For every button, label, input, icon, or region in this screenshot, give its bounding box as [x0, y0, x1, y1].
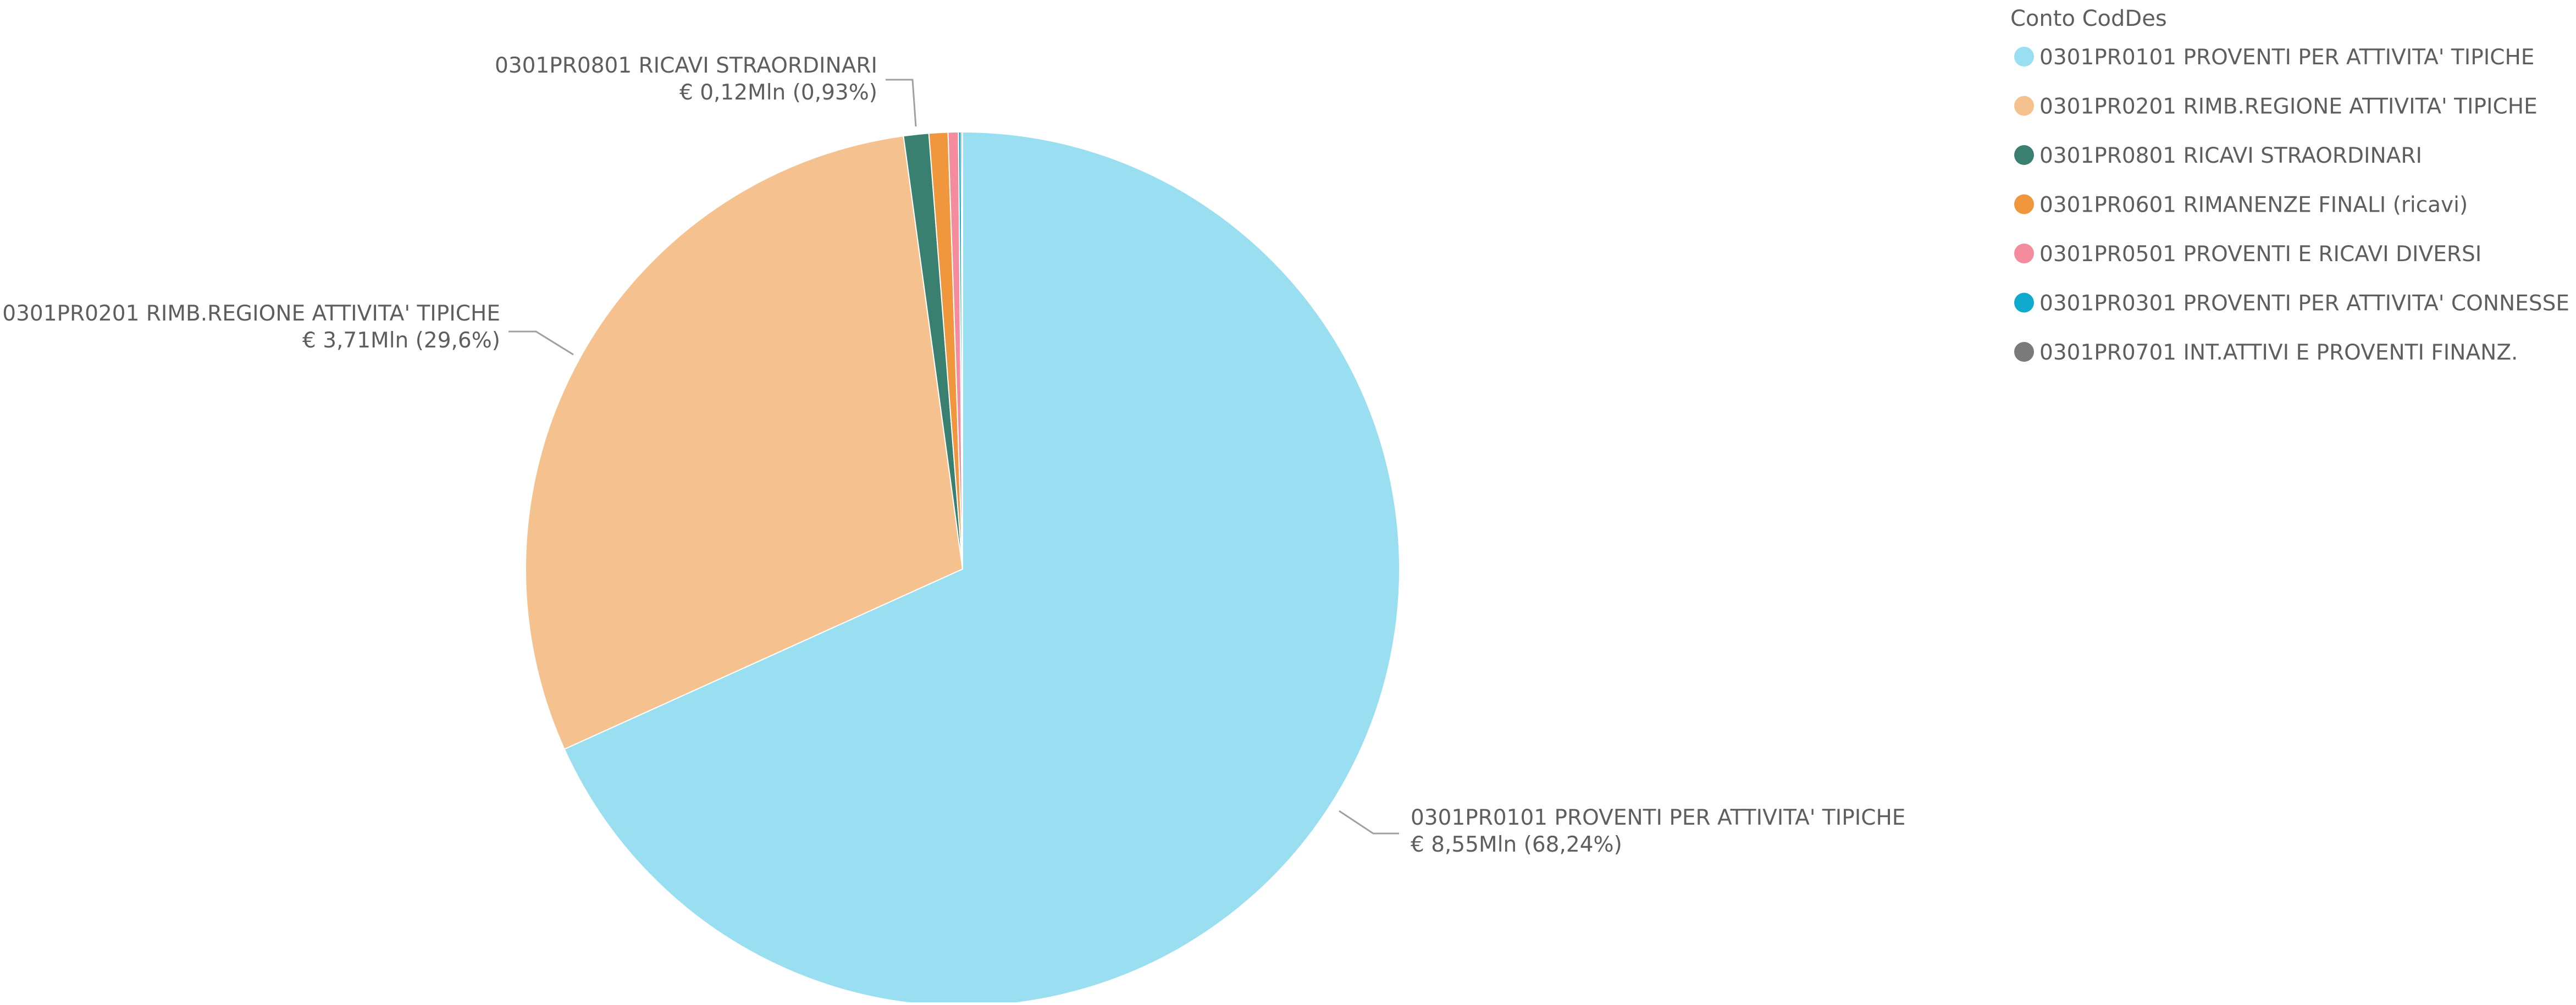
- data-label-category: 0301PR0201 RIMB.REGIONE ATTIVITA' TIPICH…: [2, 301, 500, 326]
- legend-item[interactable]: 0301PR0201 RIMB.REGIONE ATTIVITA' TIPICH…: [2014, 95, 2538, 119]
- legend-marker: [2014, 96, 2034, 116]
- pie-data-labels: 0301PR0101 PROVENTI PER ATTIVITA' TIPICH…: [2, 53, 1905, 857]
- data-label-value: € 0,12Mln (0,93%): [679, 80, 877, 105]
- data-label-category: 0301PR0101 PROVENTI PER ATTIVITA' TIPICH…: [1411, 805, 1905, 830]
- legend-label: 0301PR0301 PROVENTI PER ATTIVITA' CONNES…: [2039, 291, 2569, 316]
- legend-item[interactable]: 0301PR0101 PROVENTI PER ATTIVITA' TIPICH…: [2014, 45, 2534, 70]
- pie-slice-0301pr0701-int-attivi-e-proventi-finanz[interactable]: [960, 131, 963, 570]
- legend-marker: [2014, 145, 2034, 165]
- pie-slice-0301pr0201-rimb-regione-attivita-tipiche[interactable]: [525, 135, 964, 750]
- legend-label: 0301PR0701 INT.ATTIVI E PROVENTI FINANZ.: [2039, 340, 2518, 365]
- legend-title: Conto CodDes: [2010, 6, 2167, 31]
- legend: Conto CodDes 0301PR0101 PROVENTI PER ATT…: [2010, 6, 2569, 365]
- legend-marker: [2014, 292, 2034, 313]
- legend-label: 0301PR0501 PROVENTI E RICAVI DIVERSI: [2039, 242, 2481, 267]
- legend-item[interactable]: 0301PR0801 RICAVI STRAORDINARI: [2014, 143, 2422, 168]
- legend-label: 0301PR0101 PROVENTI PER ATTIVITA' TIPICH…: [2039, 45, 2534, 70]
- pie-slices: [525, 131, 1400, 1005]
- leader-line: [886, 79, 917, 127]
- legend-marker: [2014, 194, 2034, 214]
- pie-slice-0301pr0101-proventi-per-attivita-tipiche[interactable]: [563, 131, 1400, 1005]
- legend-marker: [2014, 244, 2034, 263]
- data-label-value: € 3,71Mln (29,6%): [302, 328, 500, 353]
- leader-line: [508, 330, 574, 356]
- legend-label: 0301PR0601 RIMANENZE FINALI (ricavi): [2039, 193, 2468, 218]
- legend-item[interactable]: 0301PR0301 PROVENTI PER ATTIVITA' CONNES…: [2014, 291, 2569, 316]
- legend-label: 0301PR0801 RICAVI STRAORDINARI: [2039, 143, 2422, 168]
- legend-marker: [2014, 342, 2034, 362]
- legend-marker: [2014, 47, 2034, 67]
- leader-line: [1339, 810, 1399, 835]
- legend-item[interactable]: 0301PR0501 PROVENTI E RICAVI DIVERSI: [2014, 242, 2481, 267]
- legend-label: 0301PR0201 RIMB.REGIONE ATTIVITA' TIPICH…: [2039, 95, 2538, 119]
- data-label-value: € 8,55Mln (68,24%): [1411, 832, 1622, 857]
- legend-item[interactable]: 0301PR0601 RIMANENZE FINALI (ricavi): [2014, 193, 2468, 218]
- legend-items: 0301PR0101 PROVENTI PER ATTIVITA' TIPICH…: [2014, 45, 2569, 365]
- legend-item[interactable]: 0301PR0701 INT.ATTIVI E PROVENTI FINANZ.: [2014, 340, 2518, 365]
- data-label-category: 0301PR0801 RICAVI STRAORDINARI: [495, 53, 877, 78]
- pie-leader-lines: [508, 79, 1399, 835]
